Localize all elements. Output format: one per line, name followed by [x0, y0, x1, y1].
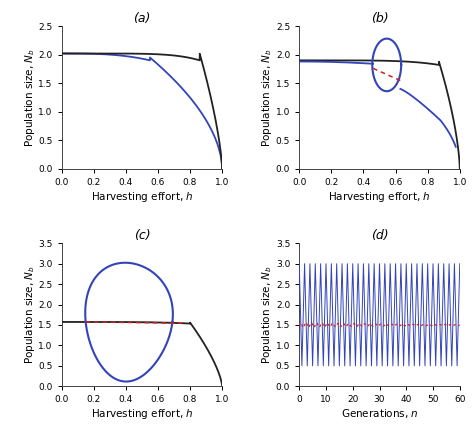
Title: (b): (b): [371, 12, 388, 25]
Y-axis label: Population size, $N_b$: Population size, $N_b$: [260, 48, 274, 147]
Y-axis label: Population size, $N_b$: Population size, $N_b$: [260, 265, 274, 364]
X-axis label: Harvesting effort, $h$: Harvesting effort, $h$: [91, 190, 193, 204]
Y-axis label: Population size, $N_b$: Population size, $N_b$: [23, 48, 37, 147]
Title: (a): (a): [133, 12, 151, 25]
Y-axis label: Population size, $N_b$: Population size, $N_b$: [23, 265, 37, 364]
Title: (d): (d): [371, 229, 388, 242]
X-axis label: Harvesting effort, $h$: Harvesting effort, $h$: [328, 190, 431, 204]
X-axis label: Generations, $n$: Generations, $n$: [341, 407, 419, 420]
Title: (c): (c): [134, 229, 150, 242]
X-axis label: Harvesting effort, $h$: Harvesting effort, $h$: [91, 407, 193, 421]
